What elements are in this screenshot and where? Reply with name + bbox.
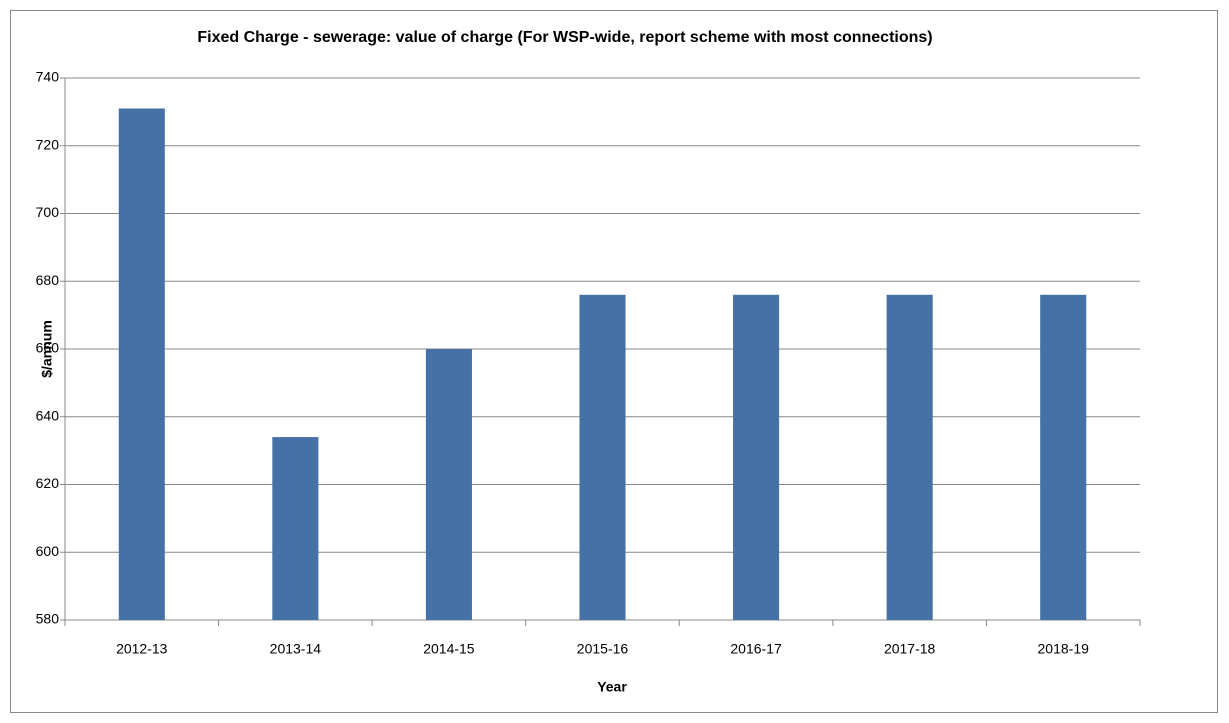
y-tick-label: 700 (36, 204, 60, 220)
x-tick-label: 2018-19 (1038, 641, 1090, 657)
y-tick-label: 640 (36, 407, 60, 423)
bar (272, 437, 319, 620)
x-tick-label: 2017-18 (884, 641, 936, 657)
bar (579, 294, 626, 620)
bar (1040, 294, 1087, 620)
x-axis-label: Year (597, 679, 627, 695)
y-tick-label: 740 (36, 69, 60, 85)
y-tick-label: 620 (36, 475, 60, 491)
y-tick-label: 720 (36, 136, 60, 152)
x-tick-label: 2013-14 (270, 641, 322, 657)
y-tick-label: 680 (36, 272, 60, 288)
x-tick-label: 2016-17 (730, 641, 782, 657)
x-tick-label: 2015-16 (577, 641, 629, 657)
y-tick-label: 580 (36, 611, 60, 627)
y-axis-label: $/annum (39, 320, 55, 378)
bar (425, 349, 472, 620)
x-tick-label: 2012-13 (116, 641, 168, 657)
bar (733, 294, 780, 620)
x-tick-label: 2014-15 (423, 641, 475, 657)
y-tick-label: 600 (36, 543, 60, 559)
y-tick-label: 660 (36, 340, 60, 356)
chart-title: Fixed Charge - sewerage: value of charge… (197, 29, 933, 46)
bar (886, 294, 933, 620)
bar (118, 108, 165, 621)
